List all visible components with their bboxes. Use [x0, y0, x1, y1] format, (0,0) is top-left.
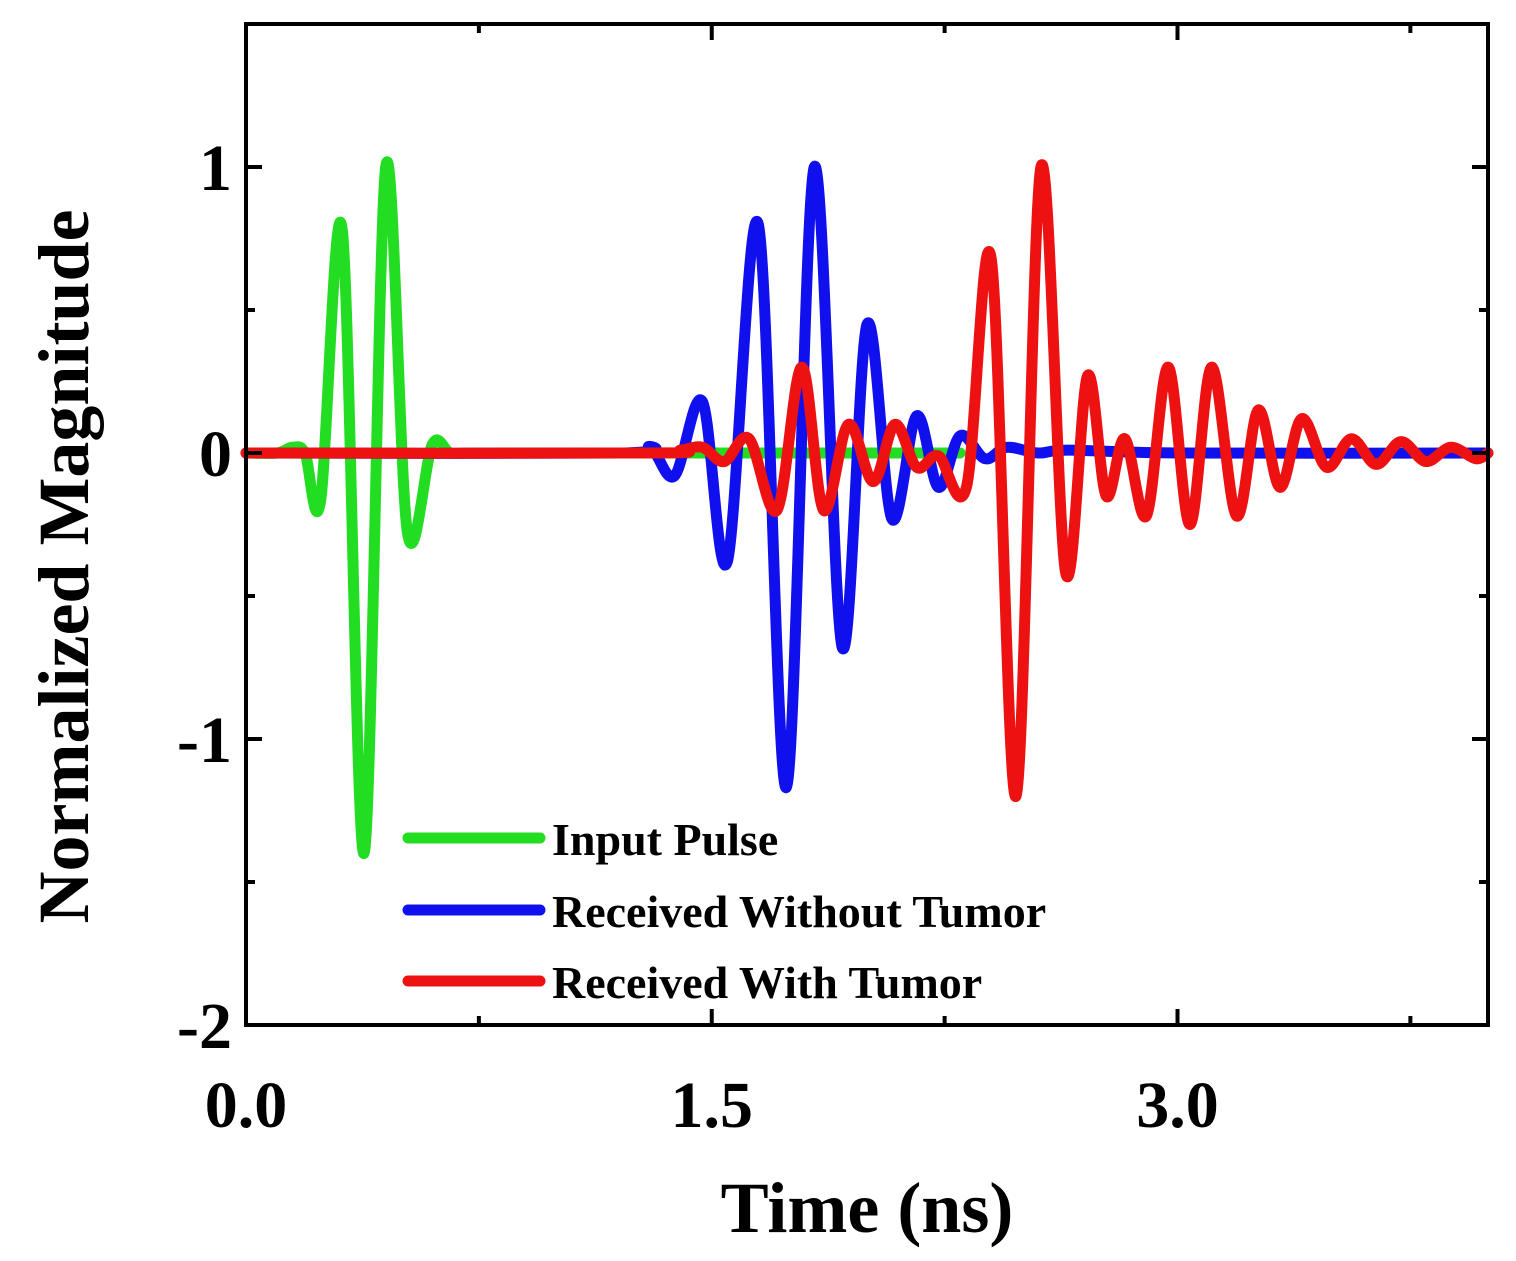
legend-label-input-pulse: Input Pulse: [552, 814, 778, 865]
x-tick-label: 0.0: [205, 1069, 288, 1142]
series-layer: [240, 156, 1494, 859]
x-axis-label: Time (ns): [721, 1168, 1014, 1248]
y-axis-label: Normalized Magnitude: [24, 210, 104, 924]
y-tick-label: 0: [199, 418, 232, 491]
y-tick-label: 1: [199, 132, 232, 205]
plot-frame: [244, 22, 1490, 1027]
y-tick-label: -2: [177, 990, 232, 1063]
ticks-layer: [244, 22, 1488, 1027]
legend: Input Pulse Received Without Tumor Recei…: [402, 814, 1046, 1008]
tick-labels-layer: 0.0 1.5 3.0 -2 -1 0 1: [177, 132, 1219, 1142]
legend-label-received-with-tumor: Received With Tumor: [552, 957, 982, 1008]
x-tick-label: 1.5: [671, 1069, 754, 1142]
series-line-received-with-tumor: [240, 159, 1494, 802]
legend-label-received-without-tumor: Received Without Tumor: [552, 886, 1046, 937]
x-tick-label: 3.0: [1136, 1069, 1219, 1142]
y-tick-label: -1: [177, 704, 232, 777]
